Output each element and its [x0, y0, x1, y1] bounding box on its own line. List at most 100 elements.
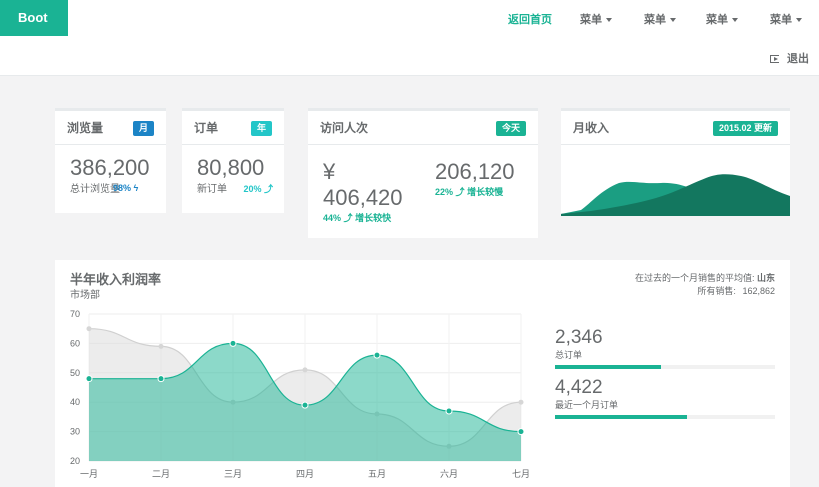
nav-home-link[interactable]: 返回首页 — [508, 14, 552, 26]
views-sub-label: 总计浏览量 — [70, 184, 120, 195]
nav-menu-3-label: 菜单 — [706, 14, 728, 26]
sales-summary: 在过去的一个月销售的平均值: 山东 所有销售: 162,862 — [635, 272, 775, 298]
chart-title: 半年收入利润率 — [70, 272, 162, 287]
data-point — [301, 401, 309, 409]
visits-right-stat: 22% ⤴ 增长较慢 — [435, 185, 515, 199]
total-sales-label: 所有销售: — [697, 286, 736, 296]
views-stat-value: 98% — [113, 183, 132, 193]
stat-value: 4,422 — [555, 377, 603, 398]
views-value: 386,200 — [70, 155, 150, 180]
card-header: 浏览量 月 — [55, 111, 166, 145]
data-point — [157, 375, 165, 383]
data-point — [229, 339, 237, 347]
sign-out-icon — [770, 55, 779, 63]
order-stats: 2,346 总订单 4,422 最近一个月订单 — [555, 327, 775, 419]
avg-sales-label: 在过去的一个月销售的平均值: — [634, 273, 755, 283]
x-tick-label: 一月 — [80, 469, 98, 479]
y-tick-label: 40 — [70, 397, 80, 407]
data-point — [517, 428, 525, 436]
income-sparkline — [561, 174, 790, 216]
brand-logo[interactable]: Boot — [0, 0, 68, 36]
y-tick-label: 30 — [70, 427, 80, 437]
area-chart: 20 30 40 50 60 70 一月 二月 三月 四月 五月 六月 七月 — [70, 309, 530, 479]
top-navbar: Boot 返回首页 菜单 菜单 菜单 菜单 退出 — [0, 0, 819, 76]
card-page-views: 浏览量 月 386,200 总计浏览量 98% ϟ — [55, 108, 166, 213]
visits-left-value: 406,420 — [323, 185, 403, 210]
chevron-down-icon — [670, 18, 676, 23]
chevron-down-icon — [606, 18, 612, 23]
stat-recent-orders: 4,422 最近一个月订单 — [555, 377, 775, 419]
orders-stat: 20% ⤴ — [243, 184, 273, 194]
orders-value: 80,800 — [197, 155, 265, 180]
level-up-icon: ⤴ — [263, 184, 273, 194]
logout-button[interactable]: 退出 — [770, 50, 809, 66]
card-orders: 订单 年 80,800 新订单 20% ⤴ — [182, 108, 284, 213]
data-point — [373, 351, 381, 359]
x-tick-label: 六月 — [440, 468, 458, 479]
chevron-down-icon — [732, 18, 738, 23]
period-badge: 今天 — [495, 121, 526, 136]
logout-label: 退出 — [787, 53, 809, 65]
visits-left-stat: 44% ⤴ 增长较快 — [323, 211, 403, 225]
x-tick-label: 四月 — [296, 469, 314, 479]
stat-label: 总订单 — [555, 350, 583, 360]
data-point — [86, 326, 92, 332]
card-header: 月收入 2015.02 更新 — [561, 111, 790, 145]
data-point — [302, 367, 308, 373]
x-tick-label: 五月 — [368, 469, 386, 479]
nav-menu-4[interactable]: 菜单 — [770, 11, 802, 27]
orders-sub-label: 新订单 — [197, 184, 227, 195]
nav-menu-3[interactable]: 菜单 — [706, 11, 738, 27]
card-header: 访问人次 今天 — [308, 111, 538, 145]
y-tick-label: 60 — [70, 338, 80, 348]
chart-subtitle: 市场部 — [70, 290, 100, 301]
visits-left-percent: 44% — [323, 213, 342, 223]
series-area — [89, 343, 521, 461]
orders-stat-value: 20% — [243, 184, 262, 194]
sparkline-area-front — [561, 174, 790, 216]
card-half-year-income: 半年收入利润率 市场部 在过去的一个月销售的平均值: 山东 所有销售: 162,… — [55, 260, 790, 487]
visits-left-trend: 增长较快 — [355, 213, 392, 223]
data-point — [85, 375, 93, 383]
data-point — [518, 399, 524, 405]
nav-menu-4-label: 菜单 — [770, 14, 792, 26]
progress-fill — [555, 365, 661, 369]
card-title: 订单 — [194, 121, 219, 135]
total-sales-value: 162,862 — [742, 286, 775, 296]
visits-right-trend: 增长较慢 — [467, 187, 504, 197]
period-badge: 月 — [132, 121, 154, 136]
visits-right-percent: 22% — [435, 187, 454, 197]
x-tick-label: 二月 — [152, 469, 170, 479]
stat-total-orders: 2,346 总订单 — [555, 327, 775, 369]
progress-bar — [555, 365, 775, 369]
progress-bar — [555, 415, 775, 419]
x-tick-label: 七月 — [512, 469, 530, 479]
card-header: 订单 年 — [182, 111, 284, 145]
y-tick-label: 20 — [70, 456, 80, 466]
level-up-icon: ⤴ — [343, 213, 353, 223]
nav-menu-2[interactable]: 菜单 — [644, 11, 676, 27]
y-tick-label: 70 — [70, 309, 80, 319]
card-title: 访问人次 — [320, 121, 369, 135]
views-stat: 98% ϟ — [113, 181, 138, 195]
bolt-icon: ϟ — [133, 183, 139, 193]
card-title: 月收入 — [573, 121, 610, 135]
nav-menu-2-label: 菜单 — [644, 14, 666, 26]
avg-sales-value: 山东 — [756, 273, 775, 283]
stat-value: 2,346 — [555, 327, 603, 348]
period-badge: 年 — [250, 121, 272, 136]
card-title: 浏览量 — [67, 121, 104, 135]
card-visits: 访问人次 今天 ¥ 406,420 44% ⤴ 增长较快 206,120 22%… — [308, 108, 538, 238]
x-tick-label: 三月 — [224, 469, 242, 479]
stat-label: 最近一个月订单 — [555, 400, 619, 410]
y-tick-label: 50 — [70, 368, 80, 378]
data-point — [445, 407, 453, 415]
nav-menu-1[interactable]: 菜单 — [580, 11, 612, 27]
nav-menu-1-label: 菜单 — [580, 14, 602, 26]
data-point — [158, 343, 164, 349]
card-monthly-income: 月收入 2015.02 更新 — [561, 108, 790, 216]
update-badge: 2015.02 更新 — [712, 121, 778, 136]
visits-right-value: 206,120 — [435, 159, 515, 184]
chevron-down-icon — [796, 18, 802, 23]
progress-fill — [555, 415, 687, 419]
